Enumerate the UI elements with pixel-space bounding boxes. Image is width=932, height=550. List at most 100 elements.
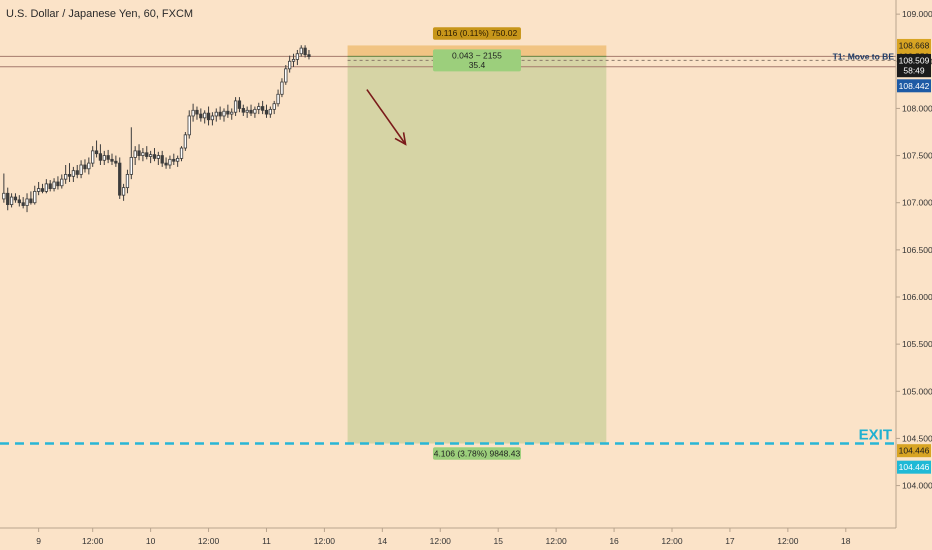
candle <box>137 144 141 161</box>
candle <box>67 163 72 182</box>
candle <box>172 153 176 165</box>
candle-body <box>233 100 238 113</box>
candle-body <box>222 110 226 117</box>
candle <box>17 195 21 207</box>
x-tick-label: 16 <box>609 536 619 546</box>
candle <box>98 144 103 165</box>
candle <box>118 157 122 199</box>
entry-label-text: 35.4 <box>469 60 486 70</box>
candle <box>233 97 238 116</box>
candle-body <box>272 103 276 110</box>
candle-body <box>183 134 188 149</box>
candle-body <box>40 188 45 192</box>
candle-body <box>106 155 110 160</box>
candle-body <box>152 154 157 159</box>
candle <box>152 148 157 162</box>
candle <box>199 108 203 122</box>
candle-body <box>299 47 303 55</box>
candle-body <box>168 158 172 166</box>
candle <box>13 193 18 203</box>
candle <box>288 55 292 73</box>
price-tag-bg <box>897 38 931 52</box>
candle <box>168 155 172 169</box>
candle-body <box>203 112 207 119</box>
candle <box>284 65 288 85</box>
candle <box>307 49 311 60</box>
candle-body <box>156 155 160 159</box>
candle-body <box>56 181 60 187</box>
candle <box>121 183 126 201</box>
price-tag-text: 58:49 <box>903 66 925 76</box>
price-tag-text: 108.442 <box>899 81 930 91</box>
candle-body <box>33 190 37 204</box>
x-tick-label: 18 <box>841 536 851 546</box>
candle <box>187 110 191 139</box>
candle-body <box>187 115 191 136</box>
stop-label-text: 0.116 (0.11%) 750.02 <box>437 28 518 38</box>
candle-body <box>52 181 56 189</box>
candle-body <box>164 162 168 166</box>
candle-body <box>25 198 29 206</box>
candle <box>257 102 261 115</box>
candle-body <box>114 160 118 164</box>
candle-body <box>264 109 269 115</box>
price-tag: 108.509 <box>897 53 931 67</box>
candle-body <box>102 155 106 161</box>
price-tag-bg <box>897 53 931 67</box>
candle-body <box>44 183 48 192</box>
candle <box>125 169 130 194</box>
candle <box>129 127 133 180</box>
y-tick-label: 106.500 <box>902 245 932 255</box>
stop-label: 0.116 (0.11%) 750.02 <box>432 27 521 40</box>
candle <box>9 193 14 208</box>
price-tag-bg <box>897 460 931 474</box>
candle <box>75 165 79 179</box>
candle-body <box>206 112 211 121</box>
price-tag: 58:49 <box>897 64 931 78</box>
price-tag-bg <box>897 444 931 458</box>
candle-body <box>218 111 222 117</box>
candle <box>156 151 160 165</box>
y-tick-label: 104.500 <box>902 433 932 443</box>
candle-body <box>191 109 195 117</box>
x-tick-label: 12:00 <box>82 536 104 546</box>
candle <box>145 146 149 160</box>
y-tick-label: 104.000 <box>902 481 932 491</box>
chart-title: U.S. Dollar / Japanese Yen, 60, FXCM <box>6 8 194 20</box>
candle-body <box>17 199 21 204</box>
candle <box>249 104 253 116</box>
candle <box>87 157 91 175</box>
x-tick-label: 9 <box>36 536 41 546</box>
entry-label-text: 0.043 ~ 2155 <box>452 50 502 60</box>
candle <box>94 140 99 158</box>
candle <box>91 146 95 167</box>
candle <box>33 185 37 205</box>
candle <box>241 104 245 116</box>
candle-body <box>176 157 180 162</box>
candle-body <box>276 93 280 105</box>
x-tick-label: 15 <box>493 536 503 546</box>
candle <box>110 153 114 165</box>
candle <box>299 45 303 57</box>
candle-body <box>160 155 164 164</box>
candle <box>226 104 230 118</box>
candle <box>183 132 188 151</box>
candle-body <box>210 115 215 121</box>
candle-body <box>280 81 284 95</box>
price-tag-text: 108.509 <box>899 55 930 65</box>
candle <box>303 45 307 58</box>
candle <box>141 148 145 162</box>
candle-body <box>36 188 41 192</box>
candle <box>179 146 184 162</box>
price-tag-bg <box>897 64 931 78</box>
candle-body <box>94 150 99 155</box>
entry-label-bg <box>432 49 521 72</box>
candle <box>2 173 6 203</box>
candle-body <box>172 158 176 162</box>
candle <box>52 178 56 192</box>
candle-body <box>110 158 114 162</box>
candle-body <box>307 54 311 57</box>
target-label-text: 4.106 (3.78%) 9848.43 <box>434 448 521 458</box>
